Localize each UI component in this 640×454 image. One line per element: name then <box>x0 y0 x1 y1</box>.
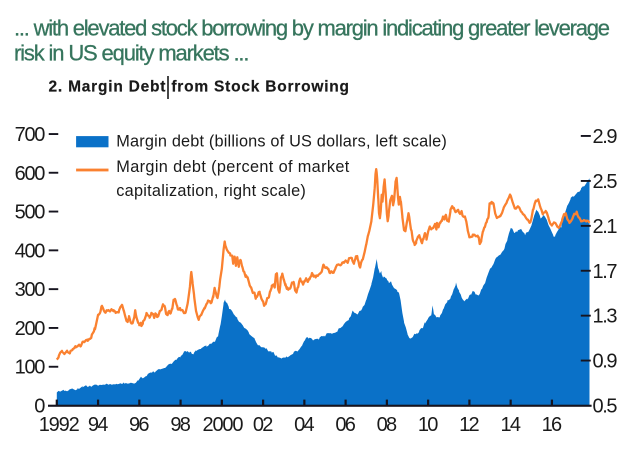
svg-text:94: 94 <box>88 414 109 436</box>
svg-text:06: 06 <box>335 414 356 436</box>
svg-text:capitalization, right scale): capitalization, right scale) <box>116 182 305 200</box>
svg-text:2.5: 2.5 <box>593 171 618 193</box>
svg-text:1992: 1992 <box>39 414 80 436</box>
svg-text:14: 14 <box>500 414 521 436</box>
svg-text:1.7: 1.7 <box>593 261 618 283</box>
svg-text:Margin debt (billions of US do: Margin debt (billions of US dollars, lef… <box>116 132 447 150</box>
svg-text:04: 04 <box>294 414 315 436</box>
svg-text:98: 98 <box>170 414 191 436</box>
svg-text:12: 12 <box>459 414 480 436</box>
svg-text:300: 300 <box>15 279 46 301</box>
svg-text:Margin debt (percent of market: Margin debt (percent of market <box>116 158 349 176</box>
svg-text:... with elevated stock borrow: ... with elevated stock borrowing by mar… <box>14 15 610 40</box>
svg-text:400: 400 <box>15 240 46 262</box>
svg-text:risk in US equity markets ...: risk in US equity markets ... <box>14 40 250 65</box>
svg-text:0.9: 0.9 <box>593 351 618 373</box>
svg-text:96: 96 <box>129 414 150 436</box>
svg-text:2. Margin Debt from Stock Borr: 2. Margin Debt from Stock Borrowing <box>49 79 350 96</box>
svg-text:100: 100 <box>15 357 46 379</box>
svg-text:0.5: 0.5 <box>593 396 618 418</box>
svg-text:600: 600 <box>15 163 46 185</box>
svg-text:700: 700 <box>15 124 46 146</box>
svg-text:1.3: 1.3 <box>593 306 618 328</box>
svg-text:2000: 2000 <box>203 414 244 436</box>
svg-text:0: 0 <box>34 396 45 418</box>
svg-text:200: 200 <box>15 318 46 340</box>
svg-text:02: 02 <box>253 414 274 436</box>
svg-text:2.1: 2.1 <box>593 216 618 238</box>
svg-text:08: 08 <box>377 414 398 436</box>
svg-text:2.9: 2.9 <box>593 126 618 148</box>
svg-text:500: 500 <box>15 202 46 224</box>
svg-text:16: 16 <box>542 414 563 436</box>
svg-text:10: 10 <box>418 414 439 436</box>
